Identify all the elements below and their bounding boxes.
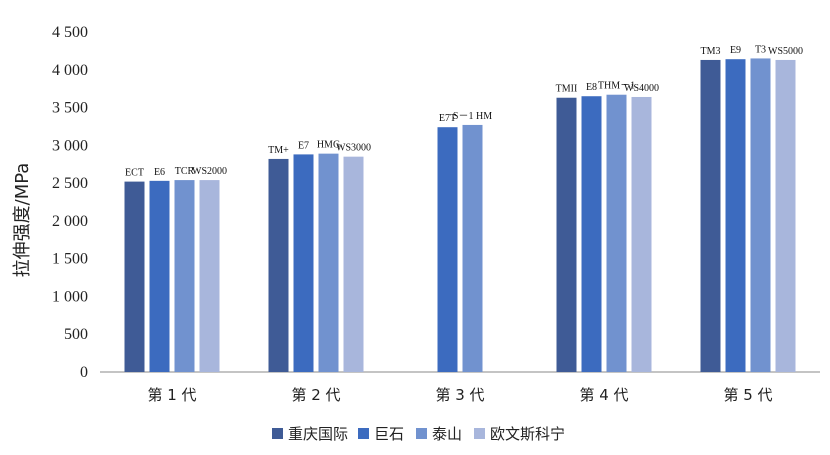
- y-tick-label: 0: [80, 364, 88, 381]
- bar-data-label: E6: [154, 167, 165, 178]
- bar-data-label: WS2000: [192, 166, 227, 177]
- legend-swatch: [416, 428, 427, 439]
- legend-label: 重庆国际: [288, 425, 348, 443]
- x-axis-ticks: 第 1 代 第 2 代 第 3 代 第 4 代 第 5 代: [147, 386, 772, 404]
- bar: [437, 127, 458, 372]
- legend-label: 泰山: [432, 425, 462, 443]
- x-tick-label: 第 5 代: [723, 386, 772, 404]
- bar: [700, 59, 721, 372]
- y-axis-ticks: 0 500 1 000 1 500 2 000 2 500 3 000 3 500 4 000 4…: [52, 24, 88, 381]
- bar: [581, 96, 602, 372]
- x-tick-label: 第 2 代: [291, 386, 340, 404]
- legend-swatch: [358, 428, 369, 439]
- bar-data-label: T3: [755, 44, 766, 55]
- bar: [199, 180, 220, 372]
- bar-data-label: TM3: [701, 46, 721, 57]
- bar-data-label: E7T: [439, 113, 456, 124]
- x-tick-label: 第 4 代: [579, 386, 628, 404]
- bar-data-label: HMG: [317, 140, 340, 151]
- bar: [343, 156, 364, 372]
- y-tick-label: 2 500: [52, 175, 88, 192]
- bar-data-label: E8: [586, 82, 597, 93]
- legend-label: 巨石: [374, 425, 404, 443]
- y-tick-label: 1 000: [52, 288, 88, 305]
- x-tick-label: 第 1 代: [147, 386, 196, 404]
- bar-data-label: S－1 HM: [453, 111, 492, 122]
- legend-swatch: [474, 428, 485, 439]
- bar-data-label: E7: [298, 140, 309, 151]
- bar: [725, 59, 746, 372]
- bar: [174, 180, 195, 372]
- y-tick-label: 4 500: [52, 24, 88, 41]
- y-tick-label: 3 500: [52, 100, 88, 117]
- bar-data-label: THM－1: [598, 81, 635, 92]
- bar: [124, 181, 145, 372]
- y-tick-label: 4 000: [52, 62, 88, 79]
- y-tick-label: 3 000: [52, 137, 88, 154]
- legend: 重庆国际 巨石 泰山 欧文斯科宁: [272, 425, 565, 443]
- bar: [631, 96, 652, 372]
- bar: [149, 180, 170, 372]
- bar-data-label: TCR: [175, 166, 195, 177]
- y-tick-label: 2 000: [52, 213, 88, 230]
- bar-data-label: WS5000: [768, 46, 803, 57]
- bar: [750, 58, 771, 372]
- bar: [775, 59, 796, 372]
- y-axis-label: 拉伸强度/MPa: [12, 163, 33, 278]
- bars-group: [124, 58, 796, 372]
- bar-data-label: WS3000: [336, 143, 371, 154]
- bar-data-label: TM+: [268, 145, 289, 156]
- legend-label: 欧文斯科宁: [490, 425, 565, 443]
- y-tick-label: 500: [64, 326, 88, 343]
- bar: [318, 153, 339, 372]
- bar: [462, 124, 483, 372]
- bar-data-label: WS4000: [624, 83, 659, 94]
- bar-data-label: ECT: [125, 168, 144, 179]
- bar: [293, 154, 314, 372]
- x-tick-label: 第 3 代: [435, 386, 484, 404]
- bar-data-label: TMII: [556, 84, 578, 95]
- bar: [556, 97, 577, 372]
- bar: [268, 158, 289, 372]
- bar-data-label: E9: [730, 45, 741, 56]
- bar: [606, 94, 627, 372]
- legend-swatch: [272, 428, 283, 439]
- y-tick-label: 1 500: [52, 251, 88, 268]
